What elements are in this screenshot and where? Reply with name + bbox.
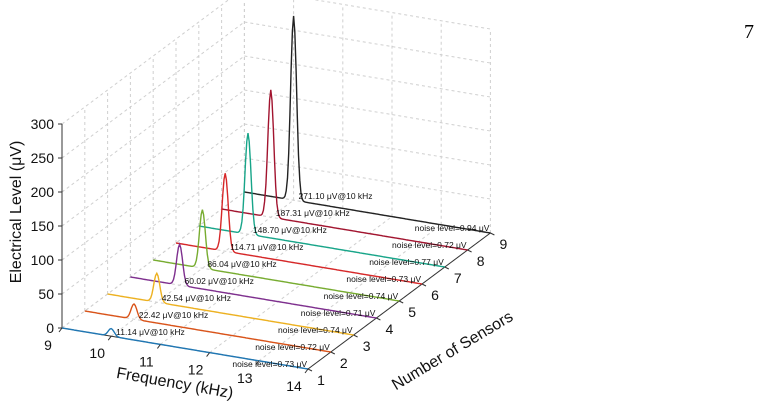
noise-label-4: noise level=0.71 μV [301, 308, 376, 318]
noise-label-6: noise level=0.73 μV [346, 274, 421, 284]
series-line-3 [107, 271, 354, 336]
z-tick-label: 150 [31, 218, 55, 234]
x-tick-mark [304, 368, 309, 374]
gridline-z [244, 123, 491, 166]
y-tick-label: 9 [500, 236, 508, 252]
noise-label-7: noise level=0.77 μV [369, 257, 444, 267]
peak-label-4: 60.02 μV@10 kHz [185, 276, 254, 286]
peak-label-2: 22.42 μV@10 kHz [139, 310, 208, 320]
chart-series [61, 15, 491, 370]
page-number: 7 [744, 21, 754, 43]
noise-label-5: noise level=0.74 μV [324, 291, 399, 301]
series-line-5 [153, 209, 400, 302]
series-line-6 [175, 173, 423, 285]
gridline-x [61, 191, 245, 329]
series-line-2 [84, 303, 331, 353]
gridline-z [61, 157, 245, 295]
peak-label-8: 187.31 μV@10 kHz [276, 208, 350, 218]
x-tick-mark [206, 352, 211, 357]
x-tick-mark [255, 360, 260, 366]
peak-label-1: 11.14 μV@10 kHz [116, 327, 185, 337]
x-tick-mark [156, 344, 161, 349]
peak-label-7: 148.70 μV@10 kHz [253, 225, 327, 235]
y-tick-mark [330, 351, 336, 355]
y-tick-label: 3 [363, 338, 371, 354]
gridline-z [244, 21, 491, 64]
y-tick-label: 7 [454, 270, 462, 286]
y-tick-mark [421, 283, 427, 287]
y-tick-mark [490, 232, 495, 236]
z-tick-label: 100 [31, 252, 55, 268]
x-tick-label: 9 [44, 337, 52, 353]
series-line-8 [221, 89, 468, 251]
peak-label-5: 86.04 μV@10 kHz [207, 259, 276, 269]
series-line-9 [244, 15, 491, 234]
y-tick-label: 4 [386, 321, 394, 337]
y-tick-mark [467, 249, 472, 253]
z-tick-label: 200 [31, 184, 55, 200]
gridline-z [244, 55, 491, 98]
gridline-z [61, 123, 245, 261]
noise-label-2: noise level=0.72 μV [255, 342, 330, 352]
noise-label-3: noise level=0.74 μV [278, 325, 353, 335]
z-tick-label: 300 [31, 116, 55, 132]
y-tick-mark [307, 368, 313, 372]
y-tick-mark [376, 317, 381, 321]
gridline-z [61, 89, 245, 227]
gridline-z [313, 0, 491, 30]
peak-label-3: 42.54 μV@10 kHz [162, 293, 231, 303]
z-tick-label: 250 [31, 150, 55, 166]
y-tick-mark [444, 266, 450, 270]
y-tick-mark [398, 300, 404, 304]
gridline-x [160, 207, 344, 345]
x-tick-label: 12 [188, 362, 204, 378]
y-tick-label: 8 [477, 253, 485, 269]
x-tick-label: 14 [286, 378, 302, 394]
noise-label-9: noise level=0.94 μV [415, 223, 490, 233]
series-line-7 [198, 132, 445, 268]
y-tick-label: 2 [340, 355, 348, 371]
gridline-z [61, 0, 230, 125]
z-tick-label: 50 [38, 286, 54, 302]
gridline-z [61, 21, 245, 159]
gridline-x [209, 216, 393, 354]
gridline-z [61, 55, 245, 193]
series-line-4 [130, 242, 377, 319]
y-tick-label: 6 [431, 287, 439, 303]
series-line-1 [61, 327, 309, 370]
chart-grid [61, 0, 491, 370]
gridline-x [110, 199, 294, 337]
chart-labels: 11.14 μV@10 kHz noise level=0.73 μV 22.42 … [116, 191, 490, 369]
y-tick-mark [353, 334, 358, 338]
noise-label-8: noise level=0.72 μV [392, 240, 467, 250]
peak-label-9: 271.10 μV@10 kHz [299, 191, 373, 201]
z-axis-title: Electrical Level (μV) [8, 141, 25, 284]
y-axis-title: Number of Sensors [389, 308, 516, 394]
x-tick-label: 11 [139, 353, 154, 369]
y-tick-label: 1 [317, 372, 325, 388]
gridline-z [244, 89, 491, 132]
x-tick-mark [107, 335, 112, 341]
y-tick-label: 5 [408, 304, 416, 320]
peak-label-6: 114.71 μV@10 kHz [230, 242, 303, 252]
x-axis-title: Frequency (kHz) [115, 365, 234, 402]
z-tick-label: 0 [46, 320, 54, 336]
x-tick-label: 10 [89, 345, 105, 361]
x-tick-mark [58, 327, 63, 333]
noise-label-1: noise level=0.73 μV [232, 359, 307, 369]
x-tick-label: 13 [237, 370, 253, 386]
gridline-x [258, 224, 442, 362]
